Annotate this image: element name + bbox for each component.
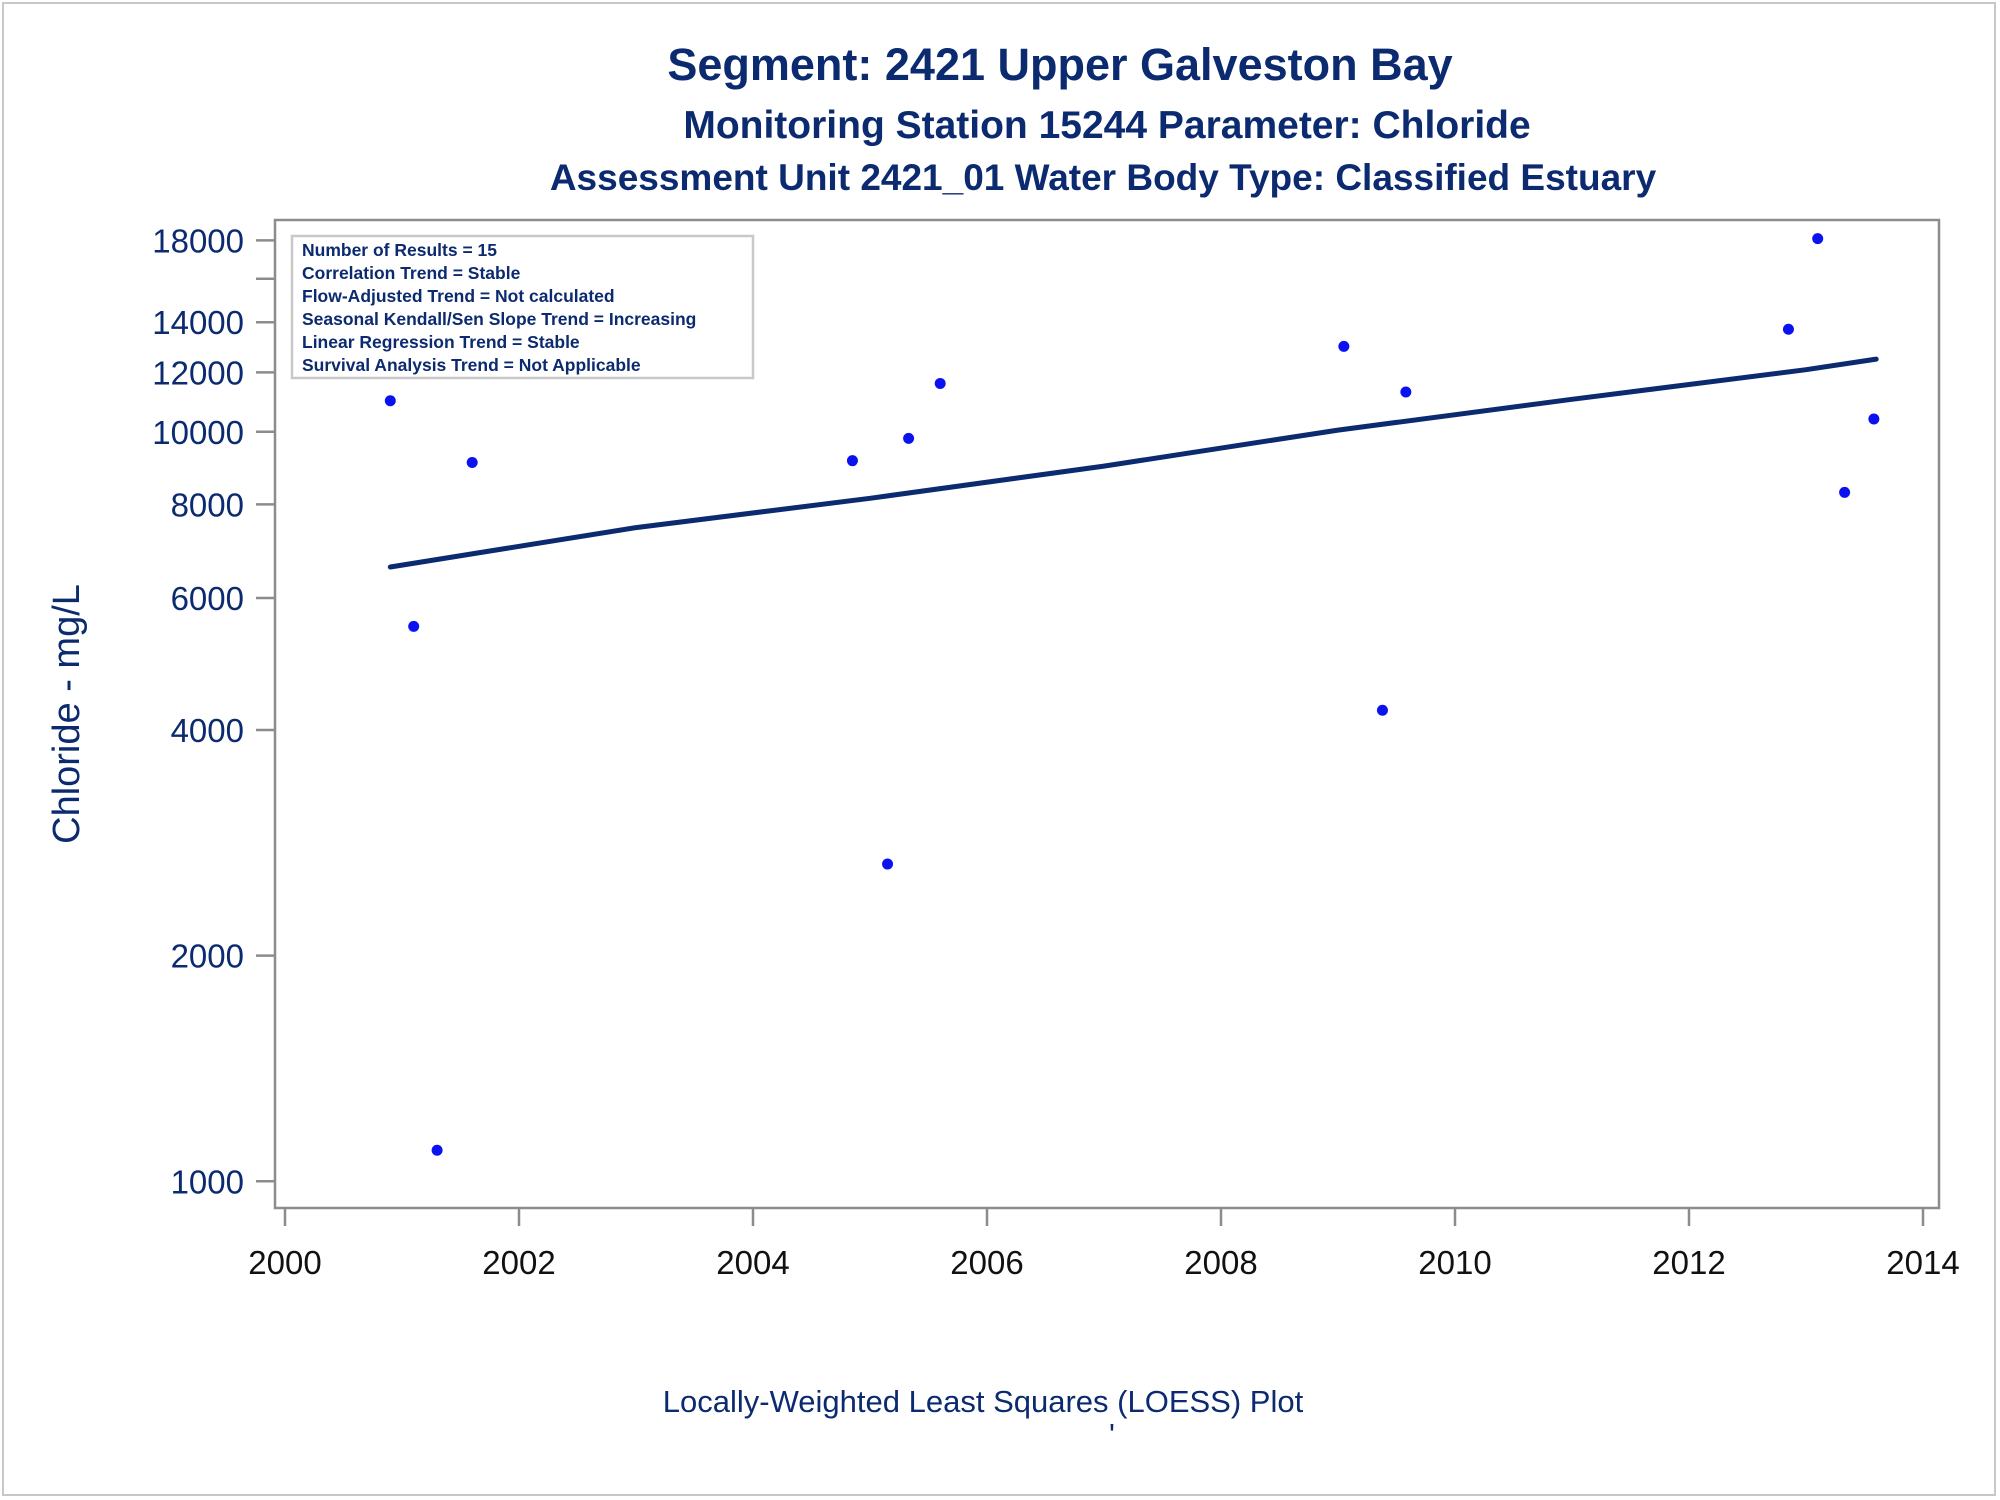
- stat-linear-regression-trend: Linear Regression Trend = Stable: [302, 332, 580, 352]
- trend-line: [387, 356, 1879, 570]
- y-tick-label: 4000: [171, 712, 244, 749]
- data-point: [1868, 413, 1880, 425]
- x-tick-label: 2012: [1652, 1244, 1725, 1281]
- data-point: [466, 456, 478, 468]
- plot-area: [273, 218, 1941, 1210]
- stat-flow-adjusted-trend: Flow-Adjusted Trend = Not calculated: [302, 286, 615, 306]
- y-tick-label: 6000: [171, 580, 244, 617]
- data-point: [1839, 486, 1851, 498]
- data-point: [408, 620, 420, 632]
- y-axis-label: Chloride - mg/L: [46, 584, 88, 844]
- y-tick-label: 10000: [152, 414, 244, 451]
- x-tick-label: 2014: [1886, 1244, 1959, 1281]
- y-tick-label: 12000: [152, 354, 244, 391]
- y-tick-label: 1000: [171, 1163, 244, 1200]
- stats-box-border: [290, 234, 755, 380]
- chart-subtitle-2: Assessment Unit 2421_01 Water Body Type:…: [550, 157, 1657, 198]
- y-tick-label: 2000: [171, 938, 244, 975]
- x-tick-label: 2002: [482, 1244, 555, 1281]
- data-point: [1376, 704, 1388, 716]
- y-tick-label: 18000: [152, 222, 244, 259]
- chart-title: Segment: 2421 Upper Galveston Bay: [667, 39, 1452, 90]
- x-axis: 2000 2002 2004 2006 2008 2010 2012 2014: [248, 1208, 1960, 1281]
- data-point: [1812, 233, 1824, 245]
- data-point: [1338, 340, 1350, 352]
- x-tick-label: 2004: [716, 1244, 789, 1281]
- stat-survival-analysis-trend: Survival Analysis Trend = Not Applicable: [302, 355, 641, 375]
- data-point: [384, 395, 396, 407]
- data-point: [431, 1144, 443, 1156]
- y-axis: 1000 2000 4000 6000 8000 10000 12000 14000 18000: [152, 222, 275, 1200]
- stat-seasonal-kendall-trend: Seasonal Kendall/Sen Slope Trend = Incre…: [302, 309, 696, 329]
- x-tick-label: 2008: [1184, 1244, 1257, 1281]
- y-tick-label: 8000: [171, 486, 244, 523]
- chart-subtitle-1: Monitoring Station 15244 Parameter: Chlo…: [683, 104, 1530, 147]
- stats-box: Number of Results = 15 Correlation Trend…: [290, 234, 755, 380]
- data-point: [1782, 323, 1794, 335]
- x-tick-label: 2006: [950, 1244, 1023, 1281]
- x-tick-label: 2000: [248, 1244, 321, 1281]
- data-points: [384, 233, 1880, 1156]
- y-tick-label: 14000: [152, 304, 244, 341]
- stat-correlation-trend: Correlation Trend = Stable: [302, 263, 521, 283]
- data-point: [1400, 386, 1412, 398]
- data-point: [903, 432, 915, 444]
- stat-number-of-results: Number of Results = 15: [302, 240, 497, 260]
- data-point: [882, 858, 894, 870]
- data-point: [846, 455, 858, 467]
- x-tick-label: 2010: [1418, 1244, 1491, 1281]
- footnote-mark: ': [1109, 1417, 1115, 1452]
- trend-line-group: [387, 356, 1879, 570]
- footnote: Locally-Weighted Least Squares (LOESS) P…: [663, 1384, 1304, 1419]
- data-point: [934, 377, 946, 389]
